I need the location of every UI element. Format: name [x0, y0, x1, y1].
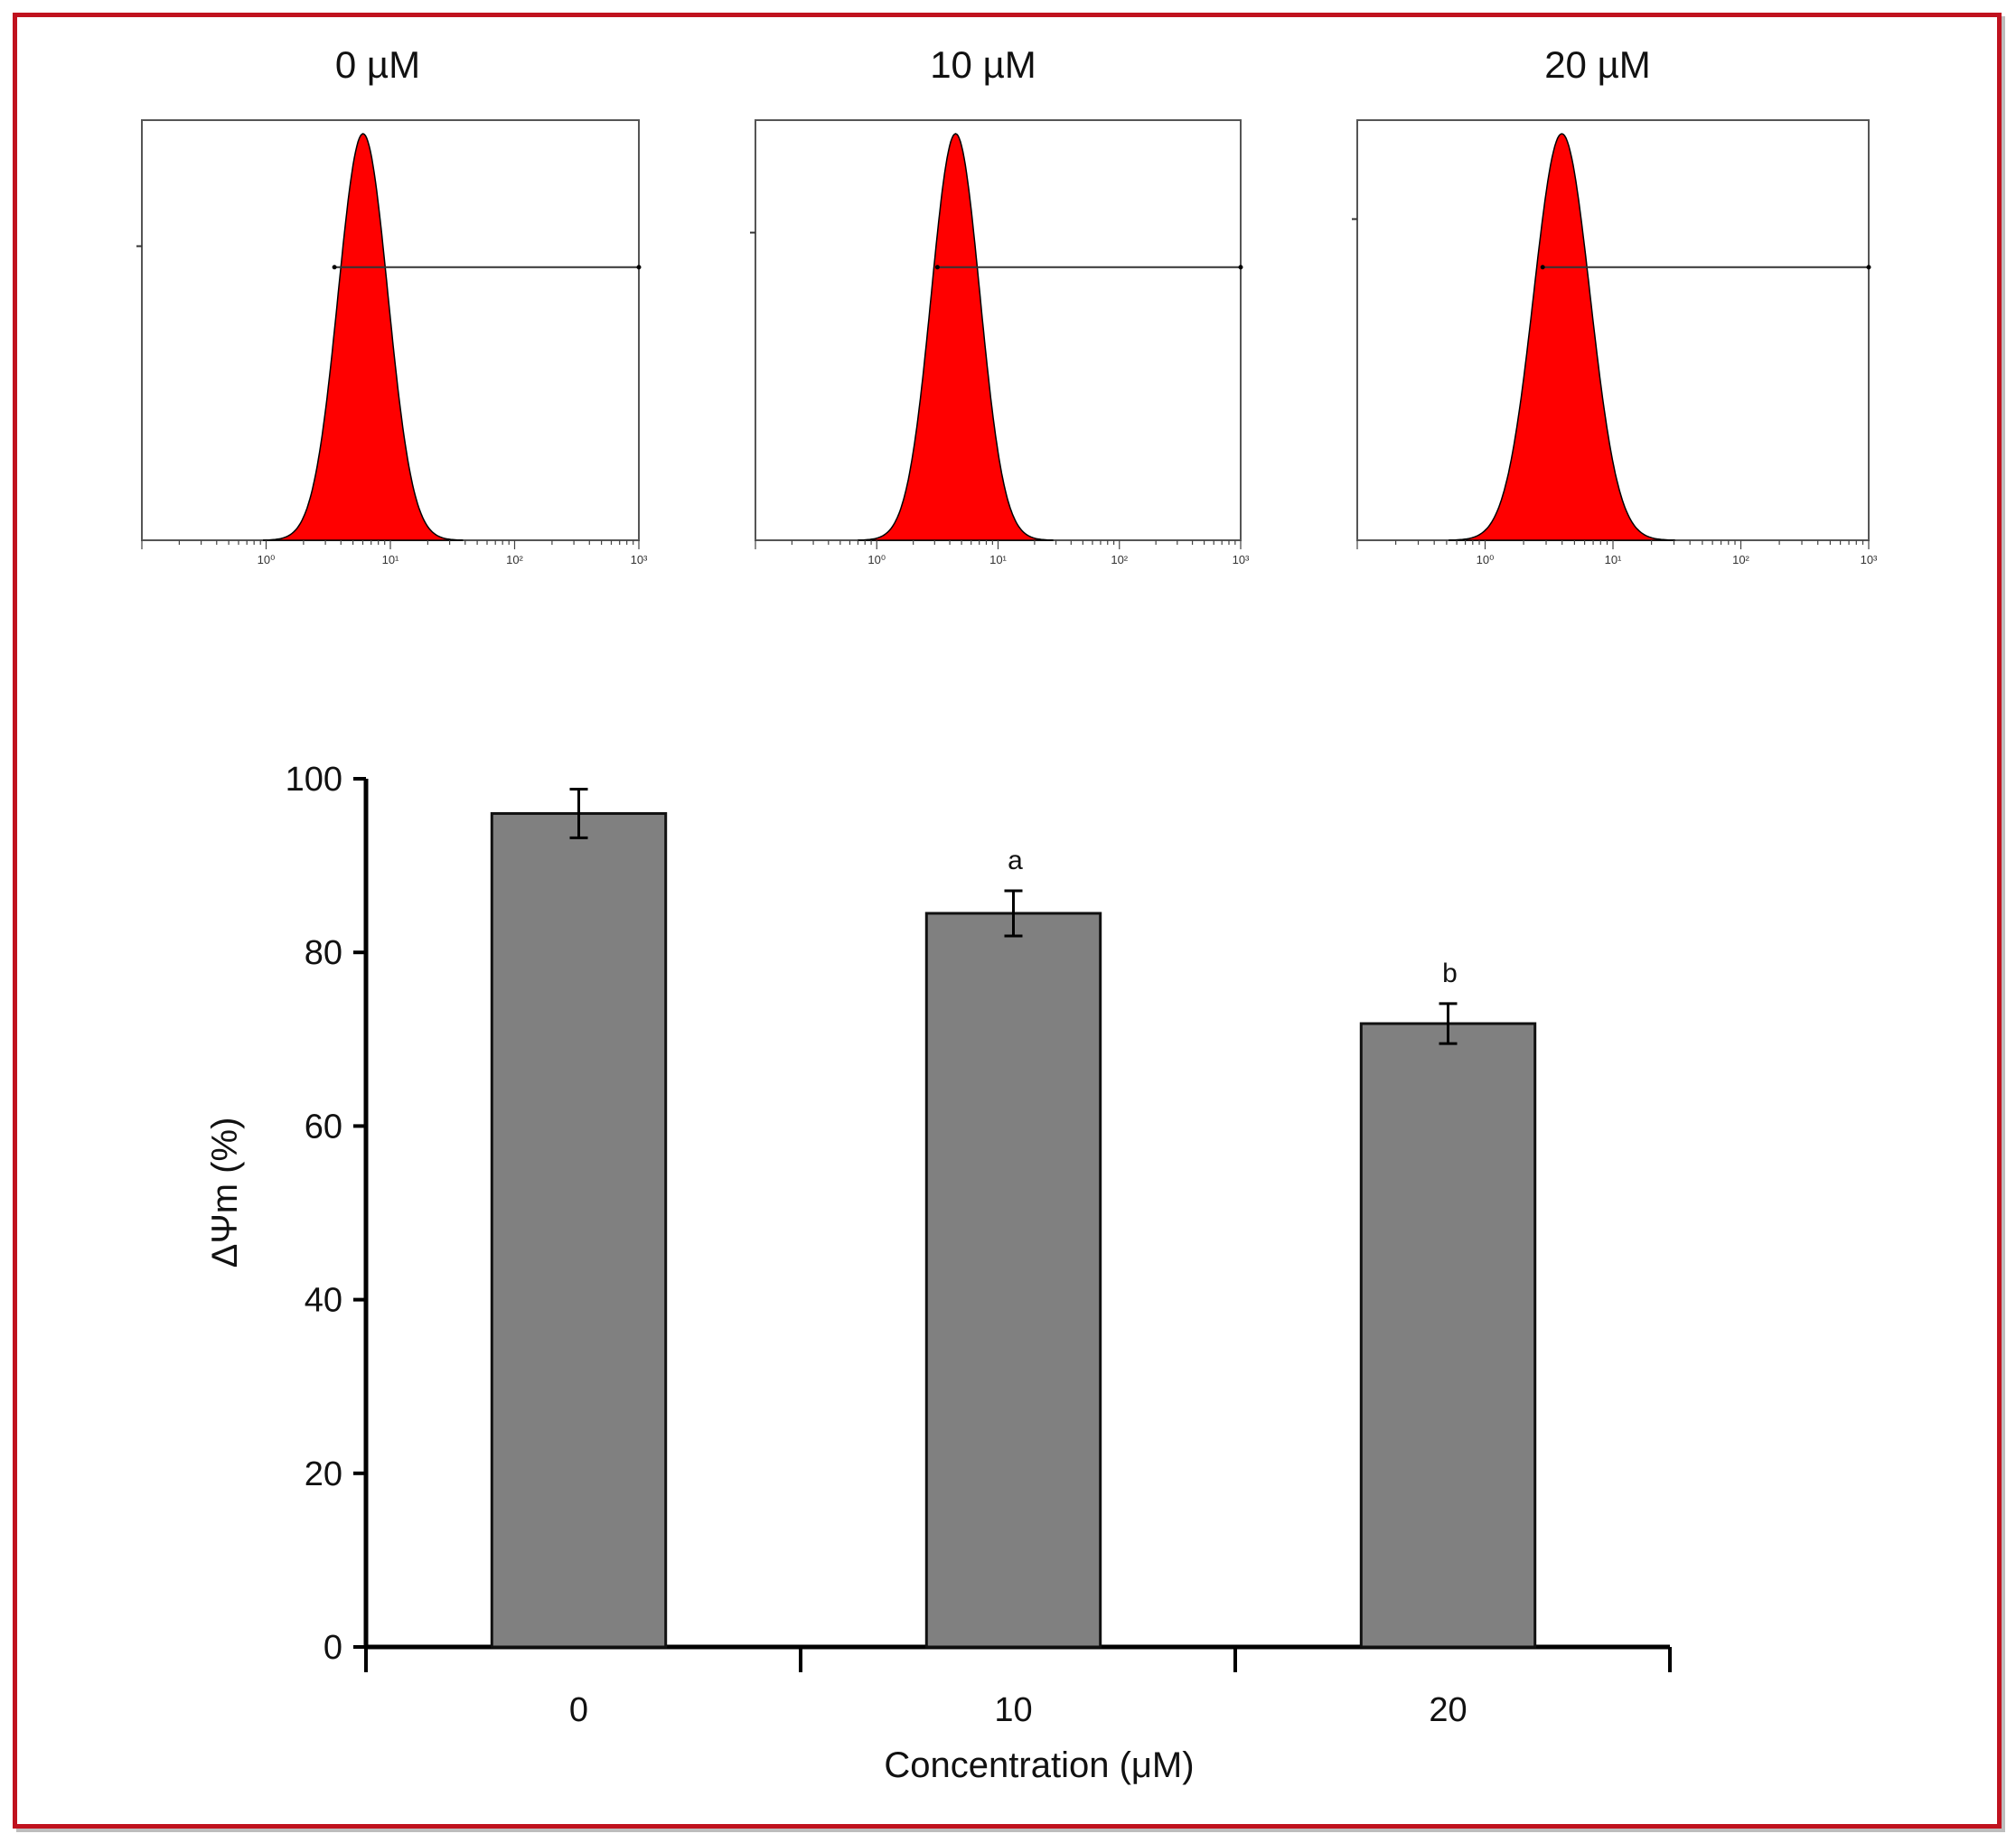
- histogram-tick-label-1-1: 10¹: [989, 553, 1007, 566]
- histogram-tick-label-0-2: 10²: [506, 553, 523, 566]
- y-tick-label-100: 100: [286, 761, 342, 799]
- histogram-group: 10⁰ 10¹ 10² 10³ 10⁰ 10¹ 10² 10³ 10⁰ 10¹ 10² 10³: [136, 133, 1878, 566]
- histogram-gate-end-0: [636, 265, 642, 270]
- significance-label-10: a: [1008, 846, 1023, 875]
- histogram-gate-start-0: [332, 265, 337, 270]
- histogram-title-10: 10 µM: [930, 43, 1036, 86]
- bar-10: [924, 912, 1102, 1649]
- y-tick-label-80: 80: [305, 934, 342, 972]
- histogram-peak-0: [262, 133, 464, 541]
- y-tick-label-40: 40: [305, 1282, 342, 1320]
- histogram-title-20: 20 µM: [1544, 43, 1651, 86]
- bar-20: [1359, 1022, 1537, 1649]
- x-axis-label: Concentration (μM): [884, 1745, 1194, 1785]
- histogram-peak-2: [1449, 133, 1675, 541]
- histogram-tick-label-2-3: 10³: [1861, 553, 1878, 566]
- histogram-tick-label-2-0: 10⁰: [1477, 553, 1495, 566]
- y-axis-label: ΔΨm (%): [205, 1118, 245, 1268]
- histogram-tick-label-0-0: 10⁰: [258, 553, 276, 566]
- histogram-frame-10: [755, 119, 1242, 541]
- x-tick-label-10: 10: [994, 1691, 1032, 1729]
- histogram-tick-label-0-1: 10¹: [382, 553, 399, 566]
- histogram-tick-label-1-0: 10⁰: [867, 553, 886, 566]
- histogram-title-0: 0 µM: [335, 43, 420, 86]
- histogram-gate-start-2: [1540, 265, 1545, 270]
- histogram-tick-label-1-3: 10³: [1233, 553, 1250, 566]
- y-tick-label-60: 60: [305, 1108, 342, 1146]
- histogram-tick-label-2-1: 10¹: [1605, 553, 1622, 566]
- histogram-tick-label-2-2: 10²: [1732, 553, 1749, 566]
- histogram-gate-start-1: [934, 265, 940, 270]
- x-tick-label-20: 20: [1429, 1691, 1467, 1729]
- x-tick-label-0: 0: [569, 1691, 588, 1729]
- histogram-tick-label-0-3: 10³: [631, 553, 648, 566]
- y-tick-label-0: 0: [323, 1629, 342, 1667]
- histogram-gate-end-2: [1866, 265, 1871, 270]
- histogram-tick-label-1-2: 10²: [1111, 553, 1128, 566]
- y-tick-label-20: 20: [305, 1455, 342, 1493]
- histogram-peak-1: [858, 133, 1054, 541]
- significance-label-20: b: [1442, 959, 1458, 988]
- bar-0: [490, 811, 668, 1649]
- histogram-gate-end-1: [1238, 265, 1243, 270]
- bar-chart-group: 0 20 40 60 80 100 0 a 10 b 20: [286, 761, 1672, 1729]
